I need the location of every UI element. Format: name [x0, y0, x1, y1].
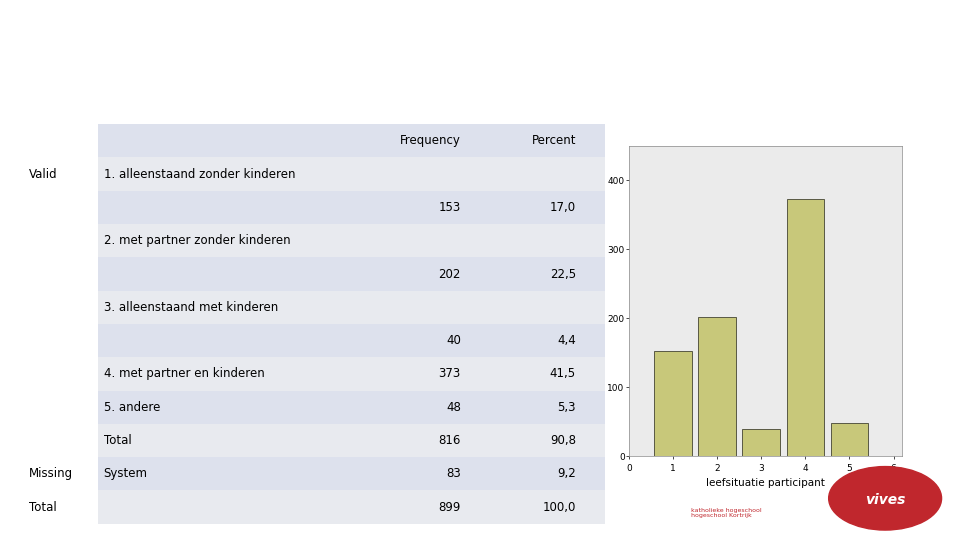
Bar	[786, 199, 824, 456]
Text: 1. alleenstaand zonder kinderen: 1. alleenstaand zonder kinderen	[104, 167, 295, 181]
FancyBboxPatch shape	[98, 357, 605, 390]
Bar	[830, 423, 868, 456]
Text: Valid: Valid	[29, 167, 58, 181]
Circle shape	[828, 467, 942, 530]
Text: 3. alleenstaand met kinderen: 3. alleenstaand met kinderen	[104, 301, 278, 314]
Text: Frequency: Frequency	[400, 134, 461, 147]
Text: 41,5: 41,5	[550, 367, 576, 381]
FancyBboxPatch shape	[98, 224, 605, 258]
Text: 4. met partner en kinderen: 4. met partner en kinderen	[104, 367, 264, 381]
Text: 83: 83	[446, 467, 461, 481]
Text: 48: 48	[446, 401, 461, 414]
Text: 2. met partner zonder kinderen: 2. met partner zonder kinderen	[104, 234, 290, 247]
Text: Percent: Percent	[532, 134, 576, 147]
Text: vives: vives	[865, 493, 905, 507]
Text: 373: 373	[439, 367, 461, 381]
Text: Missing: Missing	[29, 467, 73, 481]
FancyBboxPatch shape	[98, 258, 605, 291]
FancyBboxPatch shape	[98, 490, 605, 524]
Text: 153: 153	[439, 201, 461, 214]
Text: 90,8: 90,8	[550, 434, 576, 447]
Text: 100,0: 100,0	[542, 501, 576, 514]
Text: Profiel: leefsitutatie ( Cfr. Bevraging studenten AO): Profiel: leefsitutatie ( Cfr. Bevraging …	[21, 40, 749, 64]
FancyBboxPatch shape	[98, 158, 605, 191]
FancyBboxPatch shape	[98, 324, 605, 357]
FancyBboxPatch shape	[98, 291, 605, 324]
FancyBboxPatch shape	[98, 424, 605, 457]
X-axis label: leefsituatie participant: leefsituatie participant	[707, 478, 825, 489]
Text: 9,2: 9,2	[557, 467, 576, 481]
Text: 899: 899	[439, 501, 461, 514]
Text: Total: Total	[104, 434, 132, 447]
FancyBboxPatch shape	[98, 191, 605, 224]
Text: katholieke hogeschool
hogeschool Kortrijk: katholieke hogeschool hogeschool Kortrij…	[691, 508, 762, 518]
Text: System: System	[104, 467, 148, 481]
Bar	[654, 351, 692, 456]
Bar	[742, 429, 780, 456]
Text: 202: 202	[439, 267, 461, 281]
Text: 5,3: 5,3	[558, 401, 576, 414]
Text: 816: 816	[439, 434, 461, 447]
Text: 4,4: 4,4	[557, 334, 576, 347]
FancyBboxPatch shape	[98, 124, 605, 524]
Bar	[698, 317, 735, 456]
Text: 22,5: 22,5	[550, 267, 576, 281]
Text: 40: 40	[446, 334, 461, 347]
FancyBboxPatch shape	[98, 457, 605, 490]
FancyBboxPatch shape	[98, 390, 605, 424]
Text: 5. andere: 5. andere	[104, 401, 160, 414]
Text: Total: Total	[29, 501, 57, 514]
Text: 17,0: 17,0	[550, 201, 576, 214]
